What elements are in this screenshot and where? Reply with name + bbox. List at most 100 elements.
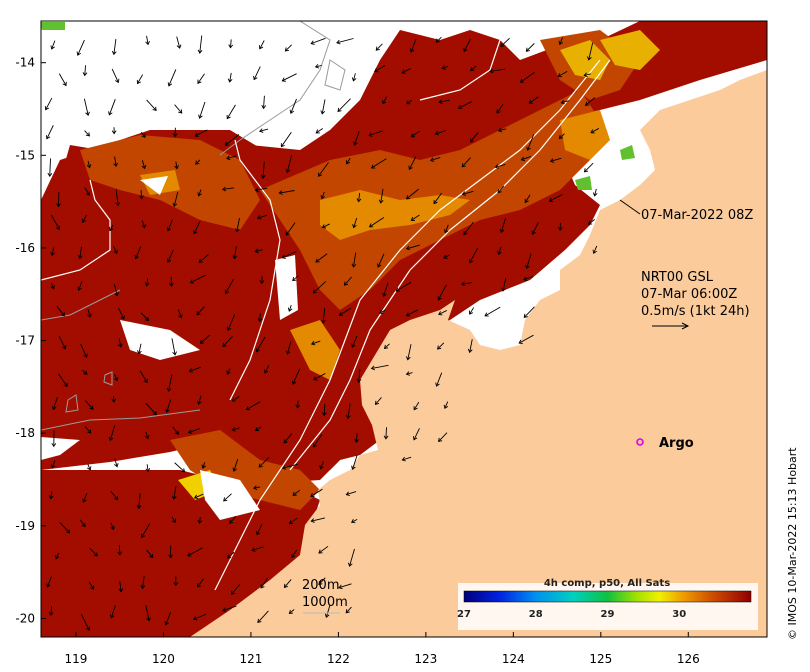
current-vector: [167, 219, 173, 231]
current-vector: [110, 605, 116, 618]
current-vector: [282, 73, 297, 82]
current-vector-head: [259, 128, 264, 133]
current-vector: [588, 42, 594, 60]
current-vector-head: [85, 132, 90, 137]
current-vector-head: [174, 165, 179, 170]
current-vector-head: [463, 231, 468, 236]
current-vector: [495, 163, 506, 168]
current-vector-head: [226, 370, 231, 375]
current-vector: [51, 40, 56, 50]
current-vector: [138, 343, 142, 354]
current-vector: [84, 65, 86, 76]
current-vector: [233, 458, 239, 472]
current-vector: [346, 157, 351, 165]
current-vector: [470, 65, 477, 71]
current-vector: [141, 160, 146, 169]
current-vector-head: [176, 44, 182, 49]
current-vector-head: [144, 435, 150, 440]
current-vector-head: [524, 198, 529, 204]
current-vector: [166, 399, 172, 413]
current-vector: [318, 577, 326, 585]
current-vector-head: [525, 264, 530, 270]
current-vector-head: [469, 138, 474, 143]
current-vector-head: [50, 45, 55, 50]
current-vector: [146, 464, 149, 472]
current-vector-head: [494, 164, 499, 169]
current-vector: [320, 461, 324, 470]
current-vector-head: [82, 498, 87, 503]
current-vector-head: [356, 378, 362, 383]
current-arrows: [44, 35, 600, 631]
current-vector-head: [86, 191, 91, 196]
current-vector-head: [226, 155, 231, 161]
y-tick-label: -15: [15, 148, 35, 162]
current-vector: [520, 72, 535, 83]
current-vector: [315, 128, 324, 134]
current-vector: [406, 244, 420, 250]
current-vector-head: [254, 427, 260, 432]
current-vector-head: [410, 133, 416, 138]
current-vector: [171, 338, 176, 355]
current-vector-head: [401, 69, 406, 74]
current-vector-head: [590, 129, 595, 134]
current-vector: [585, 97, 596, 106]
current-vector-head: [168, 554, 173, 559]
current-vector-head: [255, 348, 260, 353]
current-vector-head: [321, 224, 327, 229]
current-vector: [318, 545, 329, 554]
current-vector-head: [500, 42, 505, 47]
current-vector: [430, 157, 441, 161]
current-vector-head: [51, 443, 57, 448]
x-tick-label: 126: [677, 652, 700, 666]
current-vector-head: [352, 223, 357, 229]
current-vector-head: [140, 584, 146, 590]
current-vector: [297, 400, 299, 408]
current-vector-head: [433, 199, 438, 205]
current-vector: [559, 133, 565, 139]
sst-mild-streak: [290, 320, 340, 380]
current-vector-head: [558, 134, 564, 140]
current-vector-head: [292, 491, 297, 496]
current-vector-head: [258, 45, 264, 50]
current-vector: [256, 524, 263, 535]
current-vector: [177, 309, 182, 318]
current-vector-head: [281, 77, 286, 82]
current-vector-head: [523, 276, 528, 282]
current-vector: [500, 37, 510, 47]
current-vector-head: [180, 468, 186, 473]
current-vector-head: [317, 172, 323, 177]
current-vector: [369, 217, 385, 228]
current-vector-head: [252, 485, 258, 490]
current-vector-head: [343, 281, 349, 286]
current-vector-head: [56, 225, 61, 231]
current-vector: [322, 223, 330, 228]
current-vector-head: [587, 56, 592, 61]
current-vector-head: [467, 348, 473, 354]
current-vector: [117, 307, 125, 320]
x-tick-label: 124: [502, 652, 525, 666]
current-vector-head: [172, 351, 177, 356]
current-vector-head: [315, 129, 320, 134]
current-vector-head: [410, 216, 415, 221]
current-vector-head: [141, 164, 147, 170]
current-vector-head: [48, 611, 54, 617]
current-vector-head: [409, 48, 415, 53]
current-vector: [83, 98, 89, 116]
current-vector-head: [438, 437, 443, 442]
current-vector-head: [172, 202, 178, 208]
current-vector-head: [166, 387, 172, 392]
current-vector-head: [531, 230, 536, 235]
current-vector-head: [111, 50, 117, 56]
current-vector-head: [496, 109, 501, 114]
current-vector-head: [113, 162, 118, 167]
current-vector-head: [313, 376, 318, 381]
current-vector: [52, 397, 58, 410]
current-vector: [251, 546, 264, 551]
current-vector: [58, 373, 68, 387]
current-vector-head: [50, 285, 55, 290]
current-vector-head: [113, 249, 118, 255]
current-vector-head: [528, 99, 533, 104]
current-vector-head: [198, 114, 203, 119]
current-vector: [523, 276, 534, 281]
current-vector: [198, 517, 201, 524]
